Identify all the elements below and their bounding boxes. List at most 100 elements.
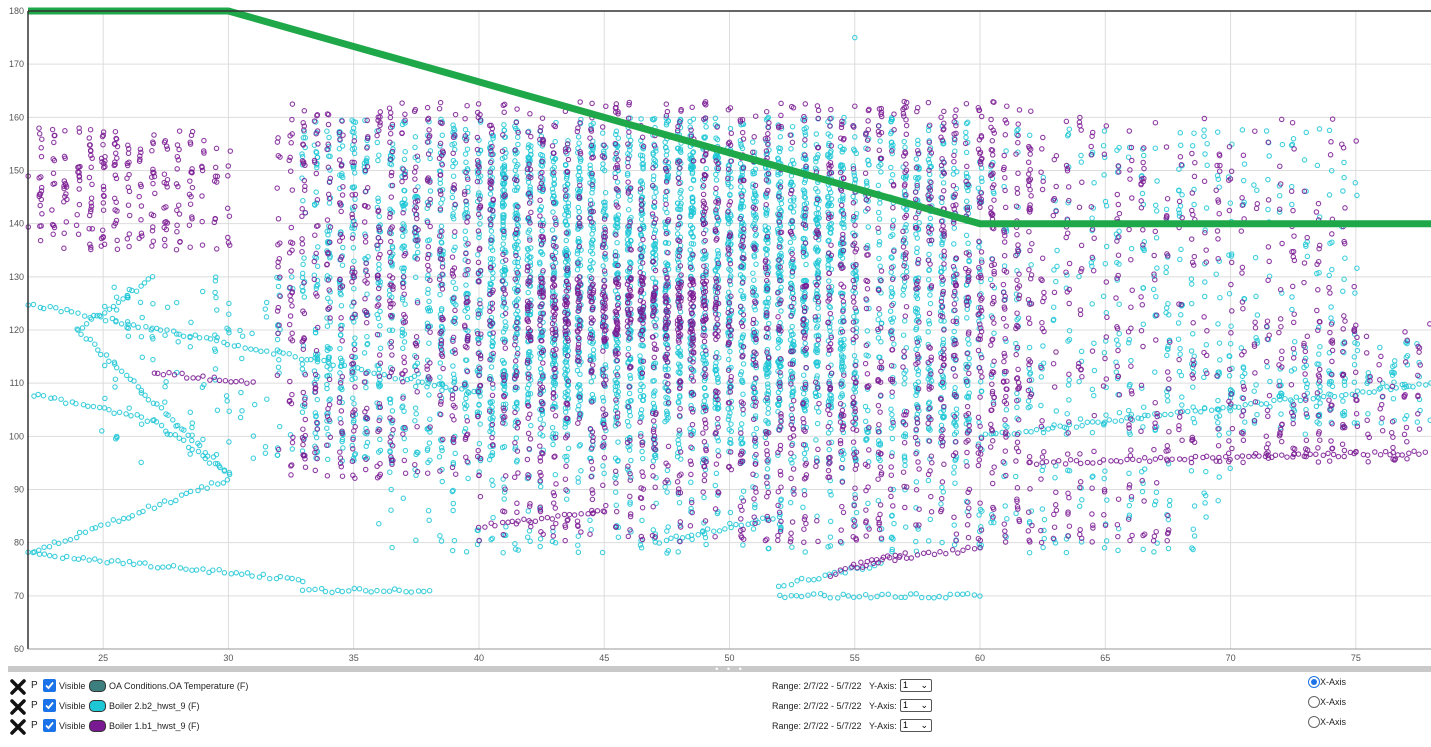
- scatter-point: [1288, 183, 1295, 190]
- scatter-point: [1214, 129, 1221, 135]
- scatter-chart: 60 70 80 90 100 110 120 130 140 150 160 170 180 25 30 3…: [9, 6, 1431, 663]
- scatter-point: [1125, 407, 1132, 414]
- scatter-point: [652, 454, 659, 461]
- scatter-point: [439, 387, 445, 394]
- scatter-point: [953, 185, 960, 192]
- scatter-point: [449, 298, 456, 305]
- scatter-point: [703, 124, 709, 130]
- scatter-point: [500, 241, 506, 247]
- scatter-point: [1103, 412, 1109, 418]
- scatter-point: [778, 284, 784, 291]
- scatter-point: [426, 298, 432, 305]
- scatter-point: [175, 339, 181, 345]
- scatter-point: [350, 185, 356, 191]
- scatter-point: [801, 142, 808, 149]
- scatter-point: [1126, 502, 1133, 509]
- scatter-point: [324, 228, 330, 235]
- scatter-point: [975, 441, 982, 447]
- scatter-point: [727, 267, 734, 274]
- scatter-point: [913, 479, 920, 485]
- scatter-point: [826, 278, 832, 284]
- scatter-point: [488, 364, 495, 370]
- scatter-point: [424, 384, 430, 390]
- scatter-point: [812, 348, 819, 354]
- scatter-point: [413, 411, 419, 417]
- scatter-point: [1050, 304, 1057, 310]
- scatter-point: [841, 224, 847, 231]
- scatter-point: [963, 120, 970, 127]
- scatter-point: [477, 457, 484, 464]
- scatter-point: [728, 405, 735, 411]
- scatter-point: [1153, 208, 1160, 214]
- scatter-point: [300, 261, 306, 268]
- scatter-point: [477, 421, 483, 427]
- scatter-point: [550, 431, 556, 437]
- scatter-point: [650, 177, 657, 183]
- scatter-point: [613, 502, 620, 509]
- scatter-point: [451, 315, 458, 322]
- scatter-point: [652, 241, 658, 248]
- scatter-point: [940, 180, 947, 186]
- scatter-point: [838, 451, 845, 457]
- scatter-point: [901, 278, 908, 285]
- scatter-point: [1342, 255, 1348, 261]
- scatter-point: [351, 150, 358, 157]
- scatter-point: [828, 439, 835, 446]
- scatter-point: [375, 198, 382, 205]
- scatter-point: [737, 160, 744, 167]
- scatter-point: [314, 356, 321, 363]
- scatter-point: [362, 453, 368, 460]
- scatter-point: [764, 251, 770, 258]
- scatter-point: [828, 196, 835, 202]
- scatter-point: [940, 340, 947, 346]
- scatter-point: [426, 440, 433, 446]
- scatter-point: [1178, 312, 1184, 318]
- scatter-point: [512, 158, 518, 164]
- scatter-point: [1115, 547, 1121, 554]
- scatter-point: [376, 213, 382, 220]
- scatter-point: [189, 424, 195, 431]
- scatter-point: [1316, 351, 1322, 357]
- scatter-point: [662, 366, 669, 373]
- scatter-point: [464, 314, 471, 321]
- scatter-point: [925, 157, 932, 163]
- scatter-point: [1101, 349, 1108, 356]
- scatter-point: [665, 524, 671, 530]
- scatter-point: [1251, 182, 1257, 188]
- scatter-point: [665, 366, 671, 372]
- scatter-point: [477, 214, 483, 220]
- scatter-point: [1215, 321, 1221, 327]
- scatter-point: [662, 193, 669, 200]
- scatter-point: [1090, 392, 1097, 399]
- scatter-point: [574, 248, 581, 254]
- scatter-point: [902, 433, 909, 440]
- scatter-point: [777, 134, 784, 140]
- scatter-point: [726, 413, 732, 420]
- scatter-point: [826, 303, 832, 310]
- scatter-point: [626, 143, 632, 150]
- scatter-point: [1053, 278, 1059, 285]
- scatter-point: [1066, 397, 1072, 403]
- scatter-point: [851, 386, 857, 392]
- scatter-point: [111, 284, 117, 291]
- scatter-point: [927, 292, 933, 298]
- scatter-point: [837, 318, 844, 325]
- scatter-point: [813, 131, 820, 137]
- scatter-point: [1140, 404, 1147, 410]
- scatter-point: [351, 258, 357, 264]
- scatter-point: [150, 300, 156, 307]
- scatter-point: [889, 319, 895, 325]
- scatter-point: [788, 412, 795, 419]
- scatter-point: [450, 122, 456, 128]
- scatter-point: [926, 321, 933, 327]
- scatter-point: [262, 444, 269, 450]
- scatter-point: [462, 214, 468, 221]
- scatter-point: [276, 423, 283, 430]
- scatter-point: [1329, 383, 1336, 390]
- scatter-point: [750, 292, 756, 298]
- scatter-point: [715, 448, 721, 454]
- scatter-point: [1163, 305, 1170, 311]
- scatter-point: [1179, 402, 1185, 408]
- scatter-point: [1179, 192, 1185, 198]
- scatter-point: [689, 225, 696, 231]
